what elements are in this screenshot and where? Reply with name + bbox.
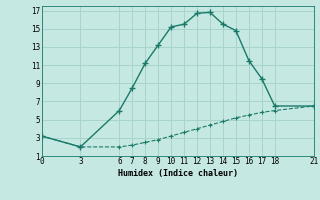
X-axis label: Humidex (Indice chaleur): Humidex (Indice chaleur) <box>118 169 237 178</box>
